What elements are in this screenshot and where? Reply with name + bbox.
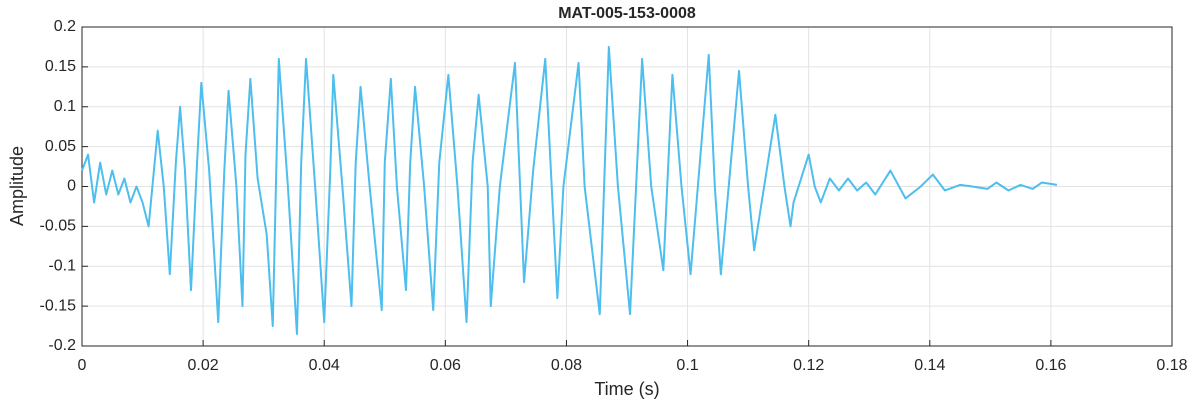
y-tick-label: 0.05 bbox=[45, 138, 76, 155]
x-tick-label: 0.02 bbox=[188, 357, 219, 374]
x-tick-label: 0.08 bbox=[551, 357, 582, 374]
x-tick-label: 0.14 bbox=[914, 357, 945, 374]
waveform-line bbox=[81, 45, 1058, 336]
x-tick-label: 0.16 bbox=[1035, 357, 1066, 374]
x-axis-label: Time (s) bbox=[594, 379, 659, 399]
y-tick-label: 0.15 bbox=[45, 58, 76, 75]
x-tick-label: 0.1 bbox=[676, 357, 698, 374]
y-tick-label: 0.1 bbox=[54, 98, 76, 115]
y-axis-label: Amplitude bbox=[7, 146, 27, 226]
chart-title: MAT-005-153-0008 bbox=[558, 5, 696, 22]
y-tick-label: -0.05 bbox=[40, 218, 77, 235]
y-tick-label: -0.15 bbox=[40, 297, 77, 314]
x-tick-label: 0.06 bbox=[430, 357, 461, 374]
x-tick-label: 0.12 bbox=[793, 357, 824, 374]
plot-frame bbox=[81, 26, 1173, 347]
y-tick-label: 0 bbox=[67, 178, 76, 195]
y-tick-label: -0.1 bbox=[48, 257, 76, 274]
y-tick-label: -0.2 bbox=[48, 337, 76, 354]
y-tick-label: 0.2 bbox=[54, 18, 76, 35]
x-tick-label: 0 bbox=[78, 357, 87, 374]
x-tick-label: 0.18 bbox=[1156, 357, 1187, 374]
x-tick-label: 0.04 bbox=[309, 357, 340, 374]
